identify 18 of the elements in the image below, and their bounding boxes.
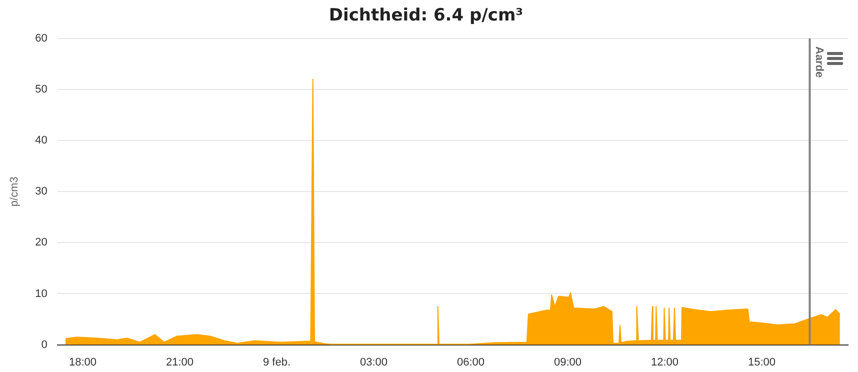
x-tick-label: 03:00	[360, 356, 388, 368]
chart-title: Dichtheid: 6.4 p/cm³	[328, 6, 524, 26]
x-tick-label: 12:00	[651, 356, 679, 368]
y-tick-label: 50	[35, 84, 48, 96]
x-tick-label: 21:00	[166, 356, 194, 368]
y-tick-label: 30	[35, 186, 48, 198]
y-axis-title: p/cm3	[8, 176, 21, 207]
y-tick-label: 20	[35, 236, 48, 249]
y-tick-label: 40	[35, 134, 48, 147]
x-tick-label: 18:00	[69, 356, 97, 368]
x-tick-label: 15:00	[748, 356, 776, 368]
y-tick-label: 10	[35, 288, 48, 300]
x-tick-label: 09:00	[554, 356, 582, 368]
y-tick-label: 0	[41, 338, 48, 351]
ref-line-label: Aarde	[813, 46, 826, 78]
x-tick-label: 06:00	[457, 356, 485, 368]
x-tick-label: 9 feb.	[263, 356, 291, 368]
y-tick-label: 60	[35, 32, 48, 44]
